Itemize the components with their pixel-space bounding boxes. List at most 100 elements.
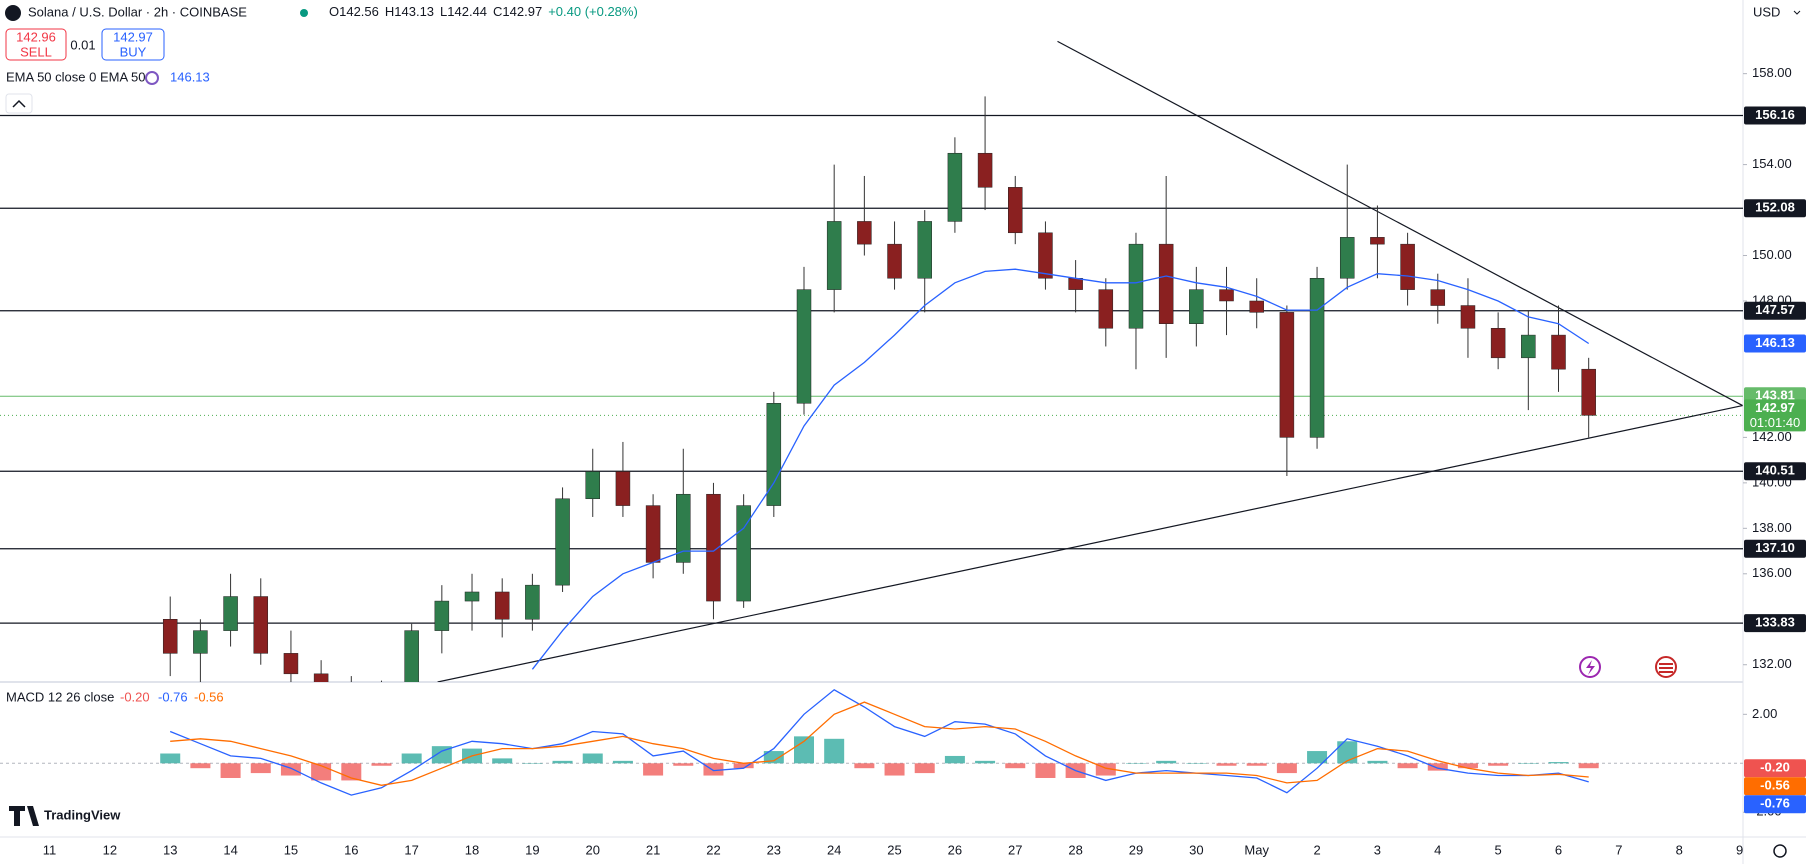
ohlc-value: O142.56 bbox=[329, 4, 379, 19]
macd-histogram-bar bbox=[1125, 763, 1146, 764]
sell-button[interactable] bbox=[5, 28, 67, 61]
macd-histogram-bar bbox=[703, 763, 724, 776]
macd-histogram-bar bbox=[1488, 763, 1509, 766]
candle-body bbox=[1521, 334, 1536, 359]
y-tick-label: 154.00 bbox=[1752, 156, 1792, 171]
x-tick-label: 28 bbox=[1068, 842, 1082, 857]
macd-pane bbox=[0, 689, 1743, 796]
macd-histogram-bar bbox=[431, 746, 452, 764]
currency[interactable]: USD bbox=[1753, 4, 1780, 19]
x-tick-label: 13 bbox=[163, 842, 177, 857]
level-tag-box bbox=[1744, 462, 1806, 481]
y-tick-label: 136.00 bbox=[1752, 565, 1792, 580]
candle-body bbox=[977, 152, 993, 188]
candle-body bbox=[162, 619, 178, 654]
sell-price: 142.96 bbox=[16, 29, 56, 44]
candle-body bbox=[706, 493, 721, 602]
candle-body bbox=[826, 221, 842, 290]
candle-body bbox=[193, 630, 208, 654]
macd-histogram-bar bbox=[1216, 763, 1237, 766]
x-tick-label: 12 bbox=[103, 842, 117, 857]
x-tick-label: 23 bbox=[767, 842, 781, 857]
x-tick-label: 19 bbox=[525, 842, 539, 857]
macd-tag-box bbox=[1744, 777, 1806, 796]
macd-histogram-bar bbox=[492, 758, 513, 764]
level-tag-box bbox=[1744, 106, 1806, 125]
macd-tag-box bbox=[1744, 759, 1806, 778]
brand: TradingView bbox=[9, 806, 121, 826]
symbol-title: Solana / U.S. Dollar · 2h · COINBASE bbox=[28, 4, 247, 19]
spread: 0.01 bbox=[70, 37, 95, 52]
macd-histogram-bar bbox=[1035, 763, 1056, 778]
ema-tag: 146.13 bbox=[1755, 335, 1795, 350]
candle-body bbox=[253, 596, 269, 654]
ohlc-value: L142.44 bbox=[440, 4, 487, 19]
x-tick-label: 11 bbox=[43, 842, 57, 857]
macd-histogram-bar bbox=[220, 763, 241, 778]
events-icon[interactable] bbox=[1579, 656, 1601, 678]
buy-label: BUY bbox=[120, 44, 147, 59]
y-tick-label: 142.00 bbox=[1752, 429, 1792, 444]
collapse-button[interactable] bbox=[5, 93, 33, 114]
x-tick-label: 21 bbox=[646, 842, 660, 857]
candle-body bbox=[1158, 243, 1174, 324]
level-tag: 156.16 bbox=[1755, 107, 1795, 122]
ema-settings-icon[interactable] bbox=[145, 71, 159, 85]
x-tick-label: 15 bbox=[284, 842, 298, 857]
settings-icon[interactable] bbox=[1773, 844, 1787, 858]
candle-body bbox=[917, 221, 932, 279]
candle-body bbox=[676, 493, 691, 563]
candle-body bbox=[1128, 243, 1144, 329]
candle-body bbox=[1219, 289, 1234, 302]
x-tick-label: 14 bbox=[223, 842, 237, 857]
y-tick-label: 150.00 bbox=[1752, 247, 1792, 262]
candle-body bbox=[947, 152, 963, 222]
candle-body bbox=[1038, 232, 1053, 279]
candle-body bbox=[615, 471, 631, 506]
events-bolt bbox=[1586, 660, 1595, 675]
ohlc-value: C142.97 bbox=[493, 4, 542, 19]
candle-body bbox=[404, 630, 419, 682]
macd-histogram-bar bbox=[371, 763, 392, 766]
x-tick-label: 27 bbox=[1008, 842, 1022, 857]
candle-body bbox=[1309, 278, 1325, 438]
x-tick-label: 20 bbox=[586, 842, 600, 857]
x-tick-label: 5 bbox=[1495, 842, 1502, 857]
macd-histogram-bar bbox=[1367, 760, 1388, 764]
macd-histogram-bar bbox=[612, 760, 633, 764]
candle-body bbox=[887, 243, 902, 279]
currency-caret bbox=[1793, 10, 1801, 15]
macd-hist-value: -0.20 bbox=[120, 689, 150, 704]
candle-body bbox=[525, 584, 540, 620]
buy-button[interactable] bbox=[101, 28, 165, 61]
macd-histogram-bar bbox=[1457, 763, 1478, 769]
macd-histogram-bar bbox=[401, 753, 422, 764]
change: +0.40 (+0.28%) bbox=[548, 4, 638, 19]
macd-histogram-bar bbox=[1427, 763, 1448, 771]
plot: 158.00154.00150.00148.00142.00140.00138.… bbox=[0, 40, 1806, 857]
candle-body bbox=[796, 289, 812, 404]
candle-body bbox=[313, 673, 329, 682]
candle-body bbox=[1581, 368, 1596, 416]
macd-histogram-bar bbox=[1276, 763, 1297, 774]
candle-body bbox=[1279, 312, 1295, 438]
macd-histogram-bar bbox=[643, 763, 664, 776]
x-tick-label: May bbox=[1244, 842, 1269, 857]
macd-histogram-bar bbox=[733, 763, 754, 769]
ema-line bbox=[531, 268, 1590, 670]
macd-histogram-bar bbox=[884, 763, 905, 776]
macd-histogram-bar bbox=[1337, 741, 1358, 764]
ema-tag-box bbox=[1744, 334, 1806, 353]
macd-histogram-bar bbox=[280, 763, 301, 776]
macd-histogram-bar bbox=[582, 753, 603, 764]
brand-logo bbox=[9, 806, 39, 826]
candle-body bbox=[1068, 278, 1083, 290]
macd-value: -0.76 bbox=[158, 689, 188, 704]
ema-legend-value: 146.13 bbox=[170, 69, 210, 84]
trendline bbox=[1057, 40, 1743, 407]
level-tag: 140.51 bbox=[1755, 463, 1795, 478]
macd-histogram-bar bbox=[1005, 763, 1026, 769]
macd-histogram-bar bbox=[763, 751, 784, 764]
